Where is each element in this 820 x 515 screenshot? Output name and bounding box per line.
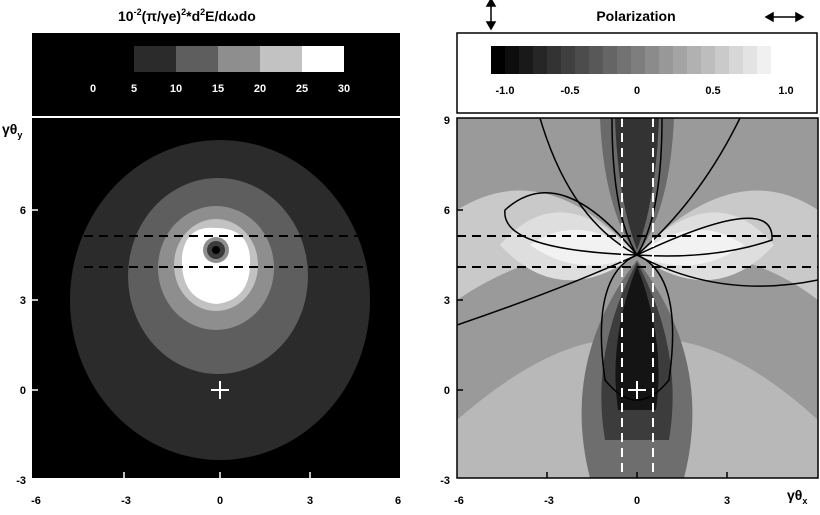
- left-colorbar-tick-label: 20: [254, 83, 266, 95]
- svg-text:-6: -6: [31, 495, 41, 507]
- left-colorbar-box: [32, 33, 400, 116]
- left-colorbar-labels: 0 5 10 15 20 25 30: [90, 83, 350, 95]
- right-colorbar-step: [687, 46, 701, 74]
- left-colorbar-swatch: [176, 46, 218, 72]
- right-colorbar-step: [505, 46, 519, 74]
- right-colorbar-step: [701, 46, 715, 74]
- right-colorbar-step: [561, 46, 575, 74]
- right-colorbar-step: [715, 46, 729, 74]
- right-x-axis-label: γθx: [787, 487, 807, 506]
- svg-text:-3: -3: [121, 495, 131, 507]
- left-x-tick-labels: -6 -3 0 3 6: [31, 495, 401, 507]
- svg-text:-1.0: -1.0: [496, 85, 515, 97]
- right-colorbar-step: [533, 46, 547, 74]
- left-y-axis-label: γθy: [2, 121, 22, 140]
- right-title: Polarization: [596, 8, 675, 24]
- right-axis-ticks: [457, 209, 728, 478]
- right-colorbar-step: [729, 46, 743, 74]
- svg-text:3: 3: [724, 495, 730, 507]
- svg-text:3: 3: [444, 295, 450, 307]
- svg-text:6: 6: [444, 205, 450, 217]
- left-y-tick-labels: 6 3 0 -3: [16, 205, 26, 487]
- left-colorbar-tick-label: 10: [170, 83, 182, 95]
- right-colorbar-step: [547, 46, 561, 74]
- right-colorbar-step: [645, 46, 659, 74]
- double-arrow-vertical-icon: [485, 0, 497, 31]
- right-colorbar-step: [631, 46, 645, 74]
- right-colorbar-step: [659, 46, 673, 74]
- svg-text:-3: -3: [16, 475, 26, 487]
- left-colorbar-tick-label: 0: [90, 83, 96, 95]
- right-colorbar-step: [519, 46, 533, 74]
- svg-text:6: 6: [20, 205, 26, 217]
- right-colorbar-step: [575, 46, 589, 74]
- svg-text:3: 3: [307, 495, 313, 507]
- svg-text:0: 0: [444, 385, 450, 397]
- svg-text:0: 0: [20, 385, 26, 397]
- right-polarization-map: [457, 118, 818, 478]
- svg-text:-3: -3: [440, 475, 450, 487]
- right-colorbar-step: [757, 46, 771, 74]
- svg-text:9: 9: [444, 115, 450, 127]
- right-colorbar-step: [603, 46, 617, 74]
- right-colorbar-labels: -1.0 -0.5 0 0.5 1.0: [496, 85, 794, 97]
- svg-text:1.0: 1.0: [778, 85, 793, 97]
- svg-text:0.5: 0.5: [705, 85, 720, 97]
- right-x-tick-labels: -6 -3 0 3: [454, 495, 730, 507]
- svg-text:0: 0: [217, 495, 223, 507]
- svg-text:0: 0: [634, 85, 640, 97]
- svg-text:6: 6: [395, 495, 401, 507]
- left-colorbar: [134, 46, 344, 72]
- left-colorbar-swatch: [260, 46, 302, 72]
- right-colorbar-step: [743, 46, 757, 74]
- left-colorbar-swatch: [302, 46, 344, 72]
- left-colorbar-swatch: [134, 46, 176, 72]
- left-intensity-map: [32, 118, 400, 478]
- left-title: 10-2(π/γe)2*d2E/dωdo: [118, 7, 256, 24]
- svg-text:3: 3: [20, 295, 26, 307]
- left-colorbar-tick-label: 25: [296, 83, 308, 95]
- svg-text:-3: -3: [544, 495, 554, 507]
- left-axis-ticks: [32, 209, 311, 478]
- svg-text:0: 0: [634, 495, 640, 507]
- left-colorbar-tick-label: 15: [212, 83, 224, 95]
- right-colorbar-step: [673, 46, 687, 74]
- double-arrow-horizontal-icon: [764, 11, 805, 23]
- right-colorbar-step: [491, 46, 505, 74]
- svg-text:-6: -6: [454, 495, 464, 507]
- right-colorbar-step: [617, 46, 631, 74]
- left-colorbar-swatch: [218, 46, 260, 72]
- svg-text:-0.5: -0.5: [561, 85, 580, 97]
- right-y-tick-labels: 9 6 3 0 -3: [440, 115, 450, 487]
- left-colorbar-tick-label: 5: [131, 83, 137, 95]
- left-colorbar-tick-label: 30: [338, 83, 350, 95]
- right-colorbar-step: [589, 46, 603, 74]
